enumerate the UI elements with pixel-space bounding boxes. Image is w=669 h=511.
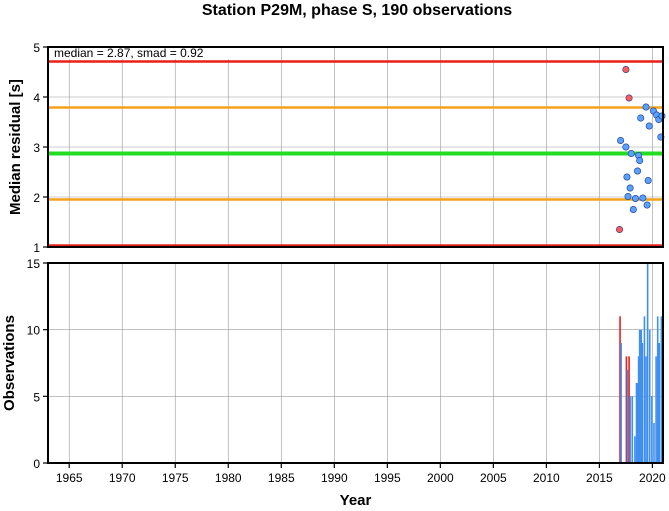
observations-frame xyxy=(47,262,664,464)
bar xyxy=(626,369,629,463)
bar xyxy=(651,396,653,463)
residual-grid xyxy=(48,46,663,248)
x-tick-label: 2015 xyxy=(586,471,613,485)
residual-panel: 1 2 3 4 5 median = 2.87, smad = 0.92 Median … xyxy=(7,41,666,255)
bar xyxy=(653,423,655,463)
x-tick-label: 1995 xyxy=(374,471,401,485)
bar xyxy=(640,329,643,463)
y-tick-label: 5 xyxy=(33,390,40,404)
data-point xyxy=(622,143,630,151)
x-tick-label: 2005 xyxy=(480,471,507,485)
data-point xyxy=(624,193,632,201)
bar xyxy=(656,316,659,463)
data-point xyxy=(625,94,633,102)
data-point xyxy=(637,114,645,122)
data-point xyxy=(623,173,631,181)
bar xyxy=(620,343,622,463)
data-point xyxy=(643,201,651,209)
bar xyxy=(641,343,644,463)
y-tick-label: 2 xyxy=(33,191,40,205)
data-point xyxy=(658,112,666,120)
y-tick-label: 15 xyxy=(27,257,41,271)
bar xyxy=(635,383,638,463)
y-tick-label: 1 xyxy=(33,241,40,255)
bar xyxy=(643,316,646,463)
median-annotation: median = 2.87, smad = 0.92 xyxy=(54,46,204,60)
x-tick-label: 1965 xyxy=(56,471,83,485)
observations-y-axis-label: Observations xyxy=(1,315,18,411)
bar xyxy=(625,356,628,463)
observations-ticks: 0 5 10 15 1965 1970 1975 1980 1985 1990 1995 2000 20… xyxy=(27,257,666,485)
bar xyxy=(636,383,639,463)
bar xyxy=(646,263,649,463)
x-tick-label: 1990 xyxy=(321,471,348,485)
bar xyxy=(637,356,640,463)
data-point xyxy=(629,206,637,214)
x-axis-label: Year xyxy=(340,492,372,509)
residual-y-axis-label: Median residual [s] xyxy=(7,79,24,215)
annotation-box xyxy=(50,48,240,59)
bar xyxy=(648,329,651,463)
x-tick-label: 2020 xyxy=(639,471,666,485)
y-tick-label: 4 xyxy=(33,91,40,105)
y-tick-label: 10 xyxy=(27,324,41,338)
residual-ticks: 1 2 3 4 5 xyxy=(33,41,48,255)
data-point xyxy=(626,184,634,192)
observations-bars xyxy=(619,263,663,463)
y-tick-label: 0 xyxy=(33,457,40,471)
x-tick-label: 1970 xyxy=(109,471,136,485)
data-point xyxy=(616,226,624,234)
observations-panel: 0 5 10 15 1965 1970 1975 1980 1985 1990 1995 2000 20… xyxy=(1,257,666,509)
data-point xyxy=(634,167,642,175)
data-point xyxy=(631,195,639,203)
y-tick-label: 5 xyxy=(33,41,40,55)
x-tick-label: 1975 xyxy=(162,471,189,485)
bar xyxy=(658,343,661,463)
bar xyxy=(655,356,657,463)
bar xyxy=(645,356,647,463)
bar xyxy=(629,396,631,463)
data-point xyxy=(639,194,647,202)
data-point xyxy=(622,66,630,74)
y-tick-label: 3 xyxy=(33,141,40,155)
bar xyxy=(619,316,621,463)
residual-points xyxy=(616,66,666,234)
data-point xyxy=(617,137,625,145)
bar xyxy=(628,356,630,463)
bar xyxy=(638,329,641,463)
data-point xyxy=(636,157,644,165)
chart-title: Station P29M, phase S, 190 observations xyxy=(202,2,512,19)
data-point xyxy=(645,122,653,130)
bar xyxy=(634,436,636,463)
residual-reference-lines xyxy=(48,60,663,247)
data-point xyxy=(642,103,650,111)
observations-grid xyxy=(48,262,663,464)
x-tick-label: 1985 xyxy=(268,471,295,485)
x-tick-label: 2010 xyxy=(533,471,560,485)
x-tick-label: 2000 xyxy=(427,471,454,485)
residual-frame xyxy=(47,46,664,248)
x-tick-label: 1980 xyxy=(215,471,242,485)
data-point xyxy=(644,177,652,185)
bar xyxy=(660,316,663,463)
bar xyxy=(631,396,634,463)
data-point xyxy=(627,150,635,158)
